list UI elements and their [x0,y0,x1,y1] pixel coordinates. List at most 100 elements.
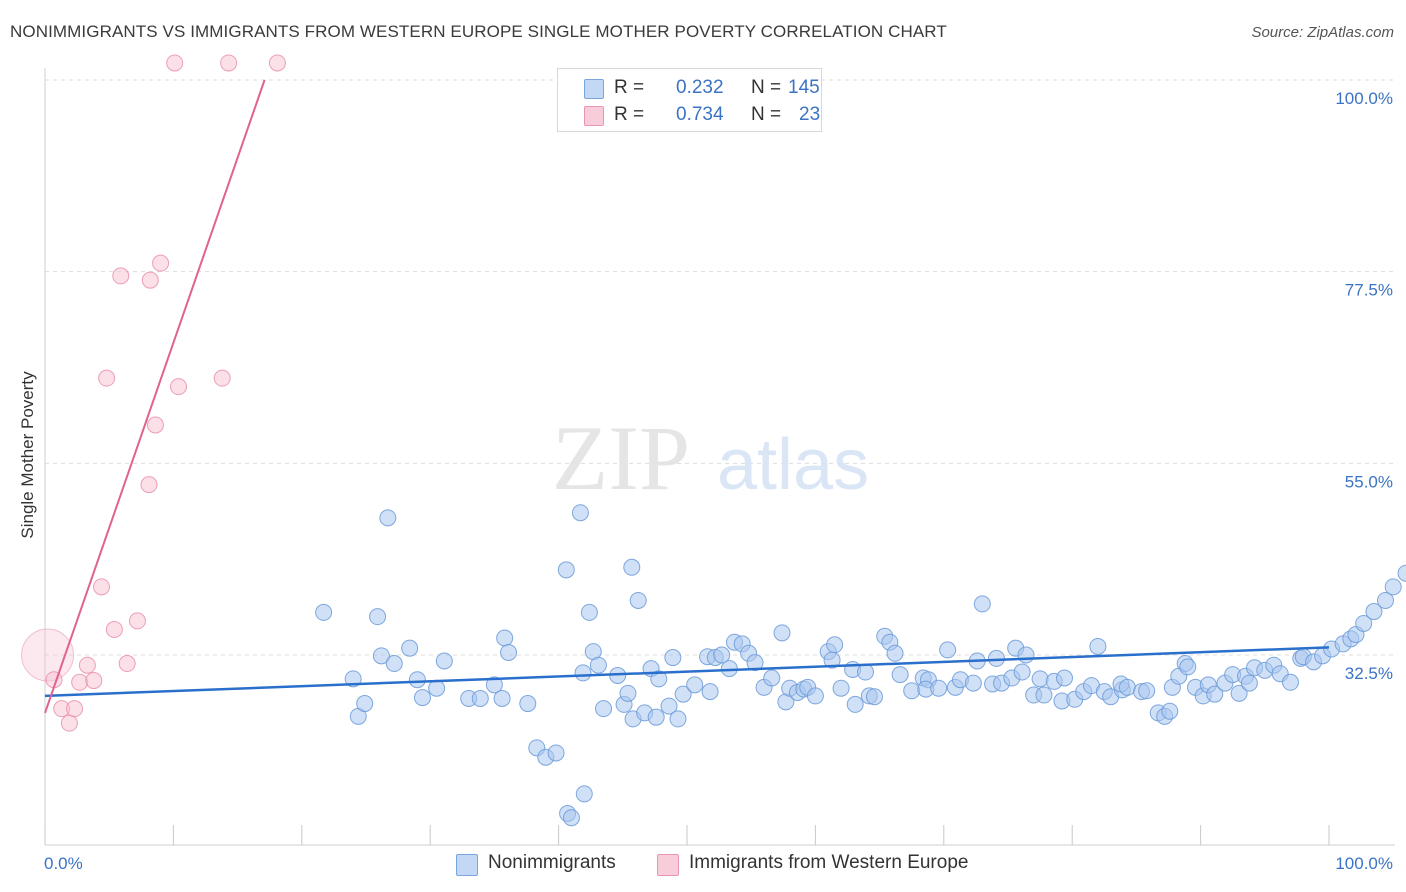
immigrants-point [78,656,96,674]
nonimmigrants-point [413,689,431,707]
immigrants-point [268,54,286,72]
nonimmigrants-point [571,504,589,522]
immigrants-point [112,267,130,285]
nonimmigrants-point [1161,702,1179,720]
nonimmigrants-point [1118,678,1136,696]
bottom-legend-swatch-blue [456,854,478,876]
axis-layer [44,68,1395,846]
immigrants-point [71,673,89,691]
nonimmigrants-point [832,679,850,697]
legend-r-label: R = [614,104,645,125]
legend-swatch-pink [584,106,604,126]
nonimmigrants-point [493,689,511,707]
nonimmigrants-point [356,695,374,713]
immigrants-point [105,620,123,638]
nonimmigrants-point [428,679,446,697]
legend-n-label: N = [751,77,782,98]
nonimmigrants-point [401,639,419,657]
nonimmigrants-point [660,697,678,715]
nonimmigrants-point [589,656,607,674]
nonimmigrants-point [823,651,841,669]
nonimmigrants-point [519,695,537,713]
nonimmigrants-point [575,785,593,803]
legend-swatch-blue [584,79,604,99]
nonimmigrants-point [619,684,637,702]
nonimmigrants-point [674,685,692,703]
immigrants-point [92,578,110,596]
legend-r-value: 0.734 [676,104,724,125]
x-tick-label: 100.0% [1335,854,1393,873]
nonimmigrants-point [1230,684,1248,702]
nonimmigrants-point [1013,663,1031,681]
nonimmigrants-point [379,509,397,527]
immigrants-point [152,254,170,272]
nonimmigrants-point [806,687,824,705]
nonimmigrants-point [1031,670,1049,688]
nonimmigrants-point [773,624,791,642]
nonimmigrants-point [1206,685,1224,703]
trend-layer [44,79,1330,714]
legend-r-value: 0.232 [676,77,724,98]
nonimmigrants-point [1376,591,1394,609]
nonimmigrants-point [686,676,704,694]
nonimmigrants-point [1017,646,1035,664]
immigrants-point [146,416,164,434]
nonimmigrants-point [435,652,453,670]
nonimmigrants-point [1089,637,1107,655]
bottom-legend-label: Nonimmigrants [488,852,616,873]
nonimmigrants-point [1055,669,1073,687]
x-tick-label: 0.0% [44,854,83,873]
nonimmigrants-point [664,649,682,667]
watermark-zip: ZIP [552,407,690,509]
nonimmigrants-point [886,644,904,662]
nonimmigrants-point [746,654,764,672]
watermark-atlas: atlas [717,425,869,505]
nonimmigrants-point [865,688,883,706]
nonimmigrants-point [471,689,489,707]
legend-n-value: 23 [799,104,821,125]
immigrants-point [213,369,231,387]
nonimmigrants-point [647,708,665,726]
chart-title: NONIMMIGRANTS VS IMMIGRANTS FROM WESTERN… [10,22,947,41]
nonimmigrants-point [973,595,991,613]
nonimmigrants-point [369,608,387,626]
nonimmigrants-point [826,636,844,654]
legend-n-value: 145 [788,77,820,98]
y-axis-label: Single Mother Poverty [18,371,37,539]
series-nonimmigrants-points [315,504,1406,827]
immigrants-point [141,271,159,289]
y-tick-label: 100.0% [1335,89,1393,108]
nonimmigrants-point [557,561,575,579]
immigrants-point [98,369,116,387]
grid-layer [45,79,1395,656]
nonimmigrants-point [629,591,647,609]
nonimmigrants-point [1384,578,1402,596]
bottom-legend-label: Immigrants from Western Europe [689,852,969,873]
bottom-legend-swatch-pink [657,854,679,876]
y-tick-label: 55.0% [1345,472,1393,491]
nonimmigrants-point [939,641,957,659]
immigrants-point [140,476,158,494]
nonimmigrants-point [547,744,565,762]
tick-labels: 32.5% 55.0% 77.5% 100.0% 0.0% 100.0% [44,89,1393,873]
nonimmigrants-point [964,674,982,692]
nonimmigrants-point [315,603,333,621]
legend-n-label: N = [751,104,782,125]
nonimmigrants-point [485,676,503,694]
nonimmigrants-point [701,683,719,701]
immigrants-point [220,54,238,72]
nonimmigrants-point [846,695,864,713]
nonimmigrants-point [856,663,874,681]
nonimmigrants-point [496,629,514,647]
nonimmigrants-point [987,649,1005,667]
nonimmigrants-point [650,670,668,688]
series-immigrants-points [21,54,286,732]
nonimmigrants-point [1397,564,1406,582]
nonimmigrants-point [500,643,518,661]
nonimmigrants-point [903,682,921,700]
nonimmigrants-point [1281,673,1299,691]
nonimmigrants-point [763,669,781,687]
nonimmigrants-point [1179,658,1197,676]
nonimmigrants-point [562,809,580,827]
nonimmigrants-point [1365,603,1383,621]
